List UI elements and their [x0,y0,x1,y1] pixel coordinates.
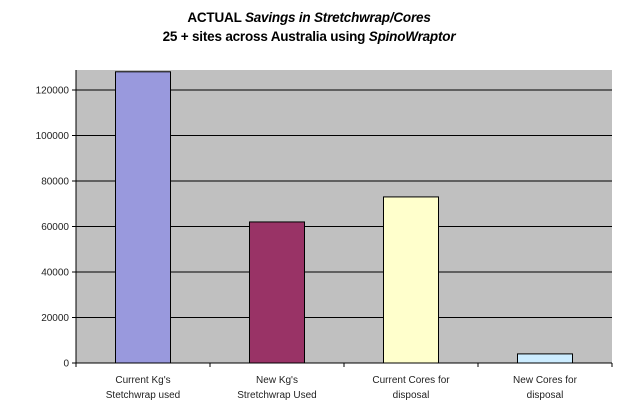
title-line2-prefix: 25 + sites across Australia using [162,29,369,44]
bar [517,353,573,364]
title-line1-prefix: ACTUAL [187,10,245,25]
x-tick-label: Stetchwrap used [106,390,181,401]
y-tick-label: 80000 [41,177,69,188]
y-axis: 0 20000 40000 60000 80000 100000 120000 [36,70,77,370]
title-line2-italic: SpinoWraptor [368,29,456,44]
y-tick-label: 20000 [41,313,69,324]
chart-title-line2: 25 + sites across Australia using SpinoW… [0,27,618,46]
x-tick-label: disposal [393,390,430,401]
x-tick-label: New Kg's [256,375,298,386]
bars [115,71,573,364]
x-tick-label: Stretchwrap Used [237,390,316,401]
y-tick-label: 100000 [36,131,70,142]
title-line1-italic: Savings in Stretchwrap/Cores [244,10,431,25]
chart-title-line1: ACTUAL Savings in Stretchwrap/Cores [0,8,618,27]
x-tick-label: New Cores for [513,375,578,386]
x-tick-label: Current Kg's [115,375,170,386]
x-axis: Current Kg's Stetchwrap used New Kg's Stret… [75,362,613,401]
y-tick-label: 120000 [36,86,70,97]
x-tick-label: Current Cores for [372,375,450,386]
x-tick-label: disposal [527,390,564,401]
y-tick-label: 60000 [41,222,69,233]
bar [249,221,305,364]
bar [115,71,171,364]
y-tick-label: 40000 [41,268,69,279]
bar [383,196,439,364]
y-tick-label: 0 [63,359,69,370]
